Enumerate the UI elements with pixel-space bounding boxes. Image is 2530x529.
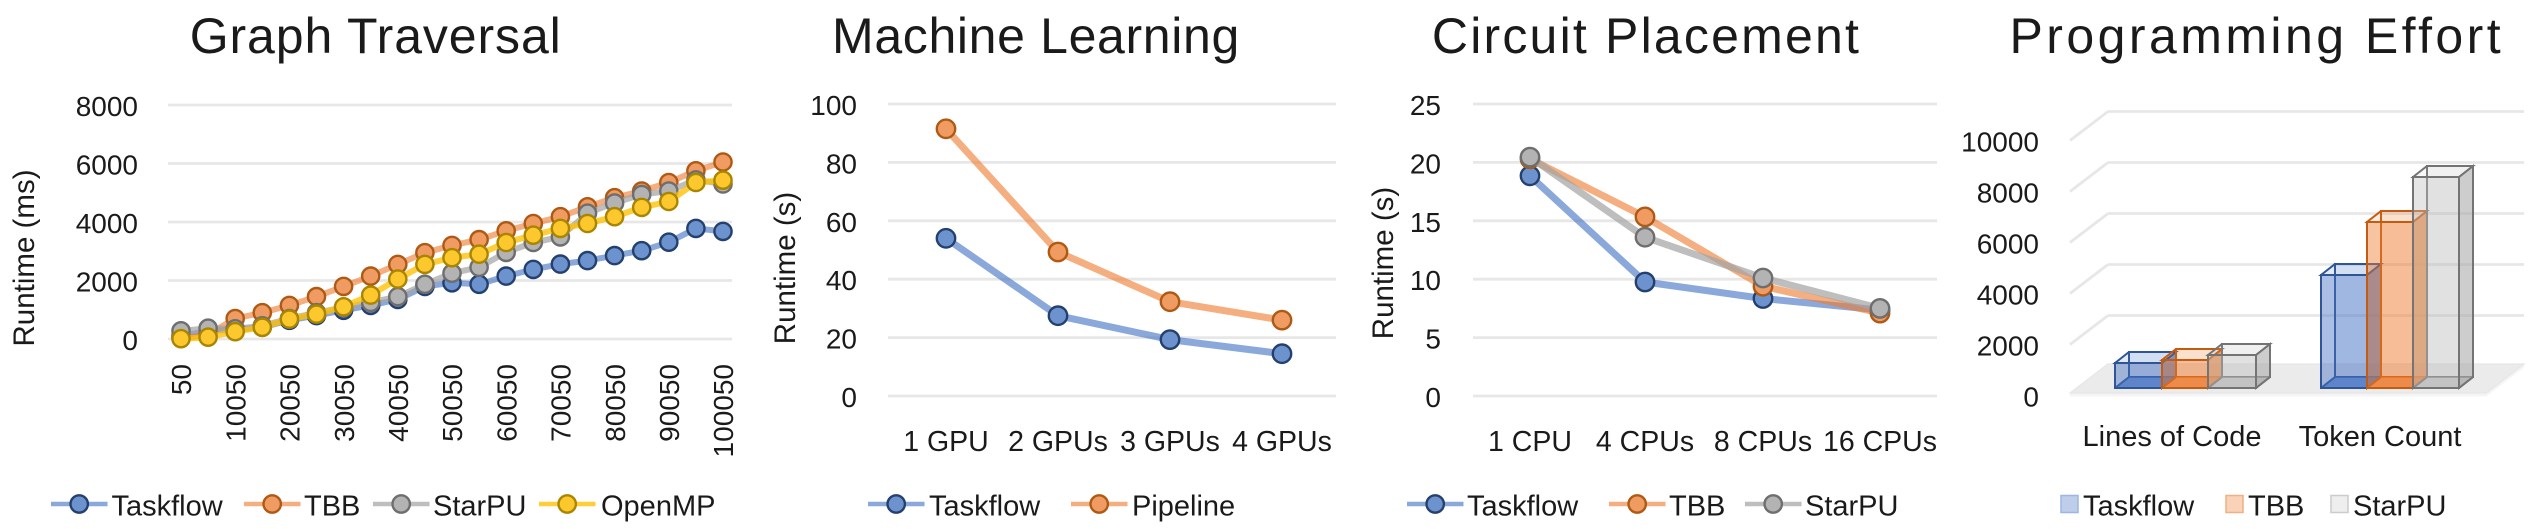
svg-text:4000: 4000	[1977, 280, 2039, 311]
svg-text:StarPU: StarPU	[433, 491, 526, 523]
svg-text:70050: 70050	[546, 364, 577, 442]
svg-text:5: 5	[1425, 324, 1441, 355]
svg-text:TBB: TBB	[2248, 491, 2304, 523]
svg-text:4 GPUs: 4 GPUs	[1232, 426, 1332, 458]
svg-text:80050: 80050	[600, 364, 631, 442]
svg-text:4000: 4000	[76, 208, 138, 239]
svg-text:20: 20	[826, 324, 857, 355]
svg-text:Graph Traversal: Graph Traversal	[190, 8, 562, 64]
svg-text:Runtime (ms): Runtime (ms)	[8, 169, 41, 346]
svg-text:StarPU: StarPU	[2353, 491, 2446, 523]
svg-text:2 GPUs: 2 GPUs	[1008, 426, 1108, 458]
svg-text:8000: 8000	[1977, 178, 2039, 209]
svg-text:Token Count: Token Count	[2299, 421, 2462, 453]
svg-text:8000: 8000	[76, 91, 138, 122]
svg-text:Circuit Placement: Circuit Placement	[1432, 8, 1861, 64]
svg-text:2000: 2000	[76, 267, 138, 298]
svg-text:Taskflow: Taskflow	[2083, 491, 2195, 523]
svg-text:25: 25	[1410, 90, 1441, 121]
svg-text:10: 10	[1410, 265, 1441, 296]
svg-text:50050: 50050	[437, 364, 468, 442]
svg-text:20: 20	[1410, 148, 1441, 179]
svg-text:Taskflow: Taskflow	[1467, 491, 1579, 523]
svg-text:60: 60	[826, 207, 857, 238]
svg-text:40: 40	[826, 265, 857, 296]
svg-text:16 CPUs: 16 CPUs	[1823, 426, 1937, 458]
svg-text:4 CPUs: 4 CPUs	[1596, 426, 1694, 458]
svg-text:Machine Learning: Machine Learning	[832, 8, 1240, 64]
svg-text:50: 50	[166, 364, 197, 395]
svg-text:OpenMP: OpenMP	[601, 491, 715, 523]
svg-text:0: 0	[122, 325, 138, 356]
svg-text:Runtime (s): Runtime (s)	[1367, 187, 1400, 339]
svg-text:0: 0	[2023, 382, 2039, 413]
svg-text:30050: 30050	[329, 364, 360, 442]
svg-text:80: 80	[826, 148, 857, 179]
svg-text:3 GPUs: 3 GPUs	[1120, 426, 1220, 458]
svg-text:40050: 40050	[383, 364, 414, 442]
svg-text:StarPU: StarPU	[1805, 491, 1898, 523]
svg-text:0: 0	[1425, 382, 1441, 413]
svg-text:10000: 10000	[1961, 127, 2039, 158]
svg-text:Taskflow: Taskflow	[929, 491, 1041, 523]
svg-text:100050: 100050	[708, 364, 739, 457]
svg-text:TBB: TBB	[1669, 491, 1725, 523]
svg-text:Programming Effort: Programming Effort	[2009, 8, 2504, 64]
svg-text:6000: 6000	[1977, 229, 2039, 260]
svg-text:0: 0	[841, 382, 857, 413]
svg-text:90050: 90050	[654, 364, 685, 442]
svg-text:TBB: TBB	[304, 491, 360, 523]
svg-text:Runtime (s): Runtime (s)	[769, 192, 802, 344]
svg-text:Taskflow: Taskflow	[112, 491, 224, 523]
svg-text:20050: 20050	[275, 364, 306, 442]
svg-text:8 CPUs: 8 CPUs	[1714, 426, 1812, 458]
svg-text:100: 100	[810, 90, 857, 121]
svg-text:Pipeline: Pipeline	[1132, 491, 1235, 523]
svg-text:1 CPU: 1 CPU	[1488, 426, 1572, 458]
svg-text:6000: 6000	[76, 150, 138, 181]
svg-text:15: 15	[1410, 207, 1441, 238]
svg-text:2000: 2000	[1977, 331, 2039, 362]
svg-text:Lines of Code: Lines of Code	[2083, 421, 2262, 453]
svg-text:10050: 10050	[220, 364, 251, 442]
svg-text:1 GPU: 1 GPU	[903, 426, 989, 458]
svg-text:60050: 60050	[491, 364, 522, 442]
